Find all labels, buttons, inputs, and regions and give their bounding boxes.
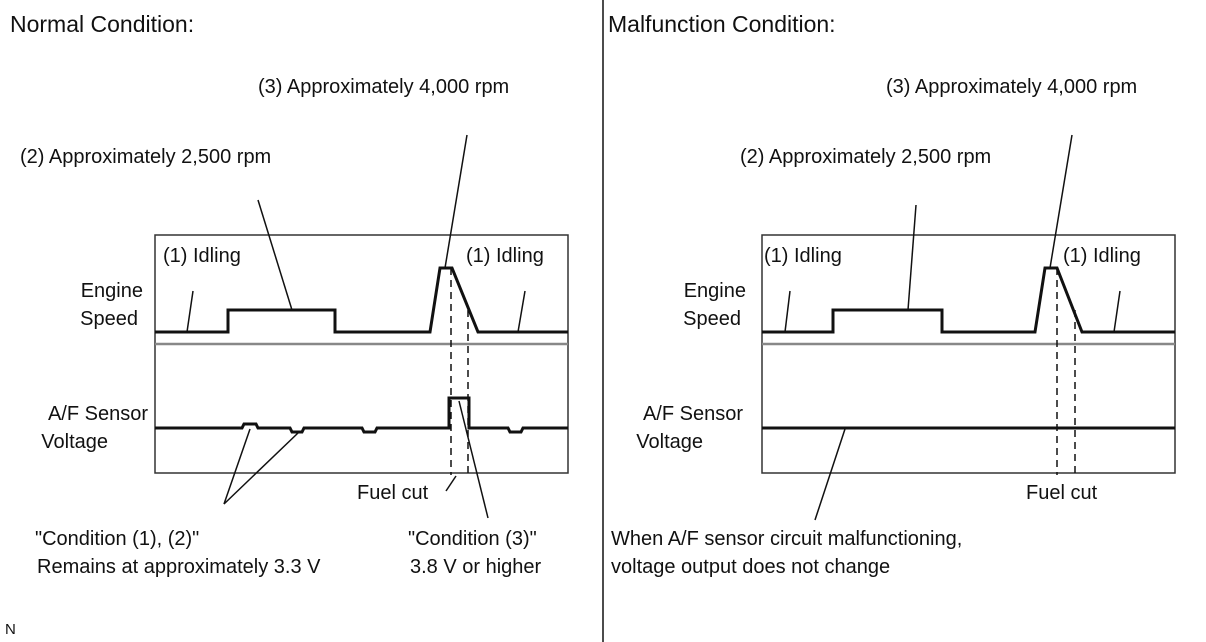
normal-fuel-cut-leader [445, 475, 457, 492]
malfunction-engine-speed-label-2: Speed [683, 308, 741, 330]
corner-mark: N [5, 621, 16, 638]
normal-af-sensor-label-2: Voltage [41, 431, 108, 453]
normal-2500-leader [257, 199, 293, 311]
malfunction-callout-2500: (2) Approximately 2,500 rpm [740, 146, 991, 168]
normal-condition3-leader [458, 400, 489, 519]
normal-condition3-line1: "Condition (3)" [408, 528, 537, 550]
malfunction-engine-speed-trace [762, 266, 1175, 334]
malfunction-callout-4000: (3) Approximately 4,000 rpm [886, 76, 1137, 98]
normal-condition12-line2: Remains at approximately 3.3 V [37, 556, 321, 578]
normal-idling-right: (1) Idling [466, 245, 544, 267]
normal-4000-leader [444, 134, 468, 269]
normal-idling-left-leader [186, 290, 194, 333]
normal-callout-4000: (3) Approximately 4,000 rpm [258, 76, 509, 98]
normal-af-sensor-label-1: A/F Sensor [48, 403, 148, 425]
normal-fuel-cut-label: Fuel cut [357, 482, 429, 504]
normal-af-voltage-trace [155, 396, 568, 434]
malfunction-af-sensor-label-1: A/F Sensor [643, 403, 743, 425]
malfunction-note-line2: voltage output does not change [611, 556, 890, 578]
malfunction-engine-speed-label-1: Engine [684, 280, 746, 302]
malfunction-title: Malfunction Condition: [608, 11, 836, 37]
normal-title: Normal Condition: [10, 11, 194, 37]
malfunction-note-line1: When A/F sensor circuit malfunctioning, [611, 528, 962, 550]
normal-condition-panel: Normal Condition: (3) Approximately 4,00… [10, 11, 569, 578]
malfunction-note-leader [814, 428, 846, 521]
malfunction-idling-right-leader [1113, 290, 1121, 333]
malfunction-idling-right: (1) Idling [1063, 245, 1141, 267]
malfunction-af-sensor-label-2: Voltage [636, 431, 703, 453]
normal-engine-speed-label-1: Engine [81, 280, 143, 302]
normal-idling-right-leader [517, 290, 526, 333]
normal-condition12-line1: "Condition (1), (2)" [35, 528, 199, 550]
malfunction-4000-leader [1049, 134, 1073, 269]
malfunction-idling-left: (1) Idling [764, 245, 842, 267]
malfunction-chart-frame [761, 234, 1176, 474]
malfunction-idling-left-leader [784, 290, 791, 333]
normal-idling-left: (1) Idling [163, 245, 241, 267]
normal-callout-2500: (2) Approximately 2,500 rpm [20, 146, 271, 168]
normal-condition12-leader-a [223, 428, 251, 505]
malfunction-fuel-cut-label: Fuel cut [1026, 482, 1098, 504]
normal-engine-speed-trace [155, 266, 568, 334]
malfunction-condition-panel: Malfunction Condition: (3) Approximately… [608, 11, 1176, 578]
normal-condition3-line2: 3.8 V or higher [410, 556, 542, 578]
normal-chart-frame [154, 234, 569, 474]
normal-engine-speed-label-2: Speed [80, 308, 138, 330]
normal-condition12-leader-b [223, 432, 299, 505]
malfunction-2500-leader [907, 204, 917, 311]
